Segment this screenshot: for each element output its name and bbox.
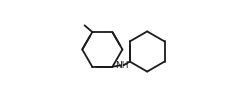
Text: NH: NH	[115, 61, 129, 70]
